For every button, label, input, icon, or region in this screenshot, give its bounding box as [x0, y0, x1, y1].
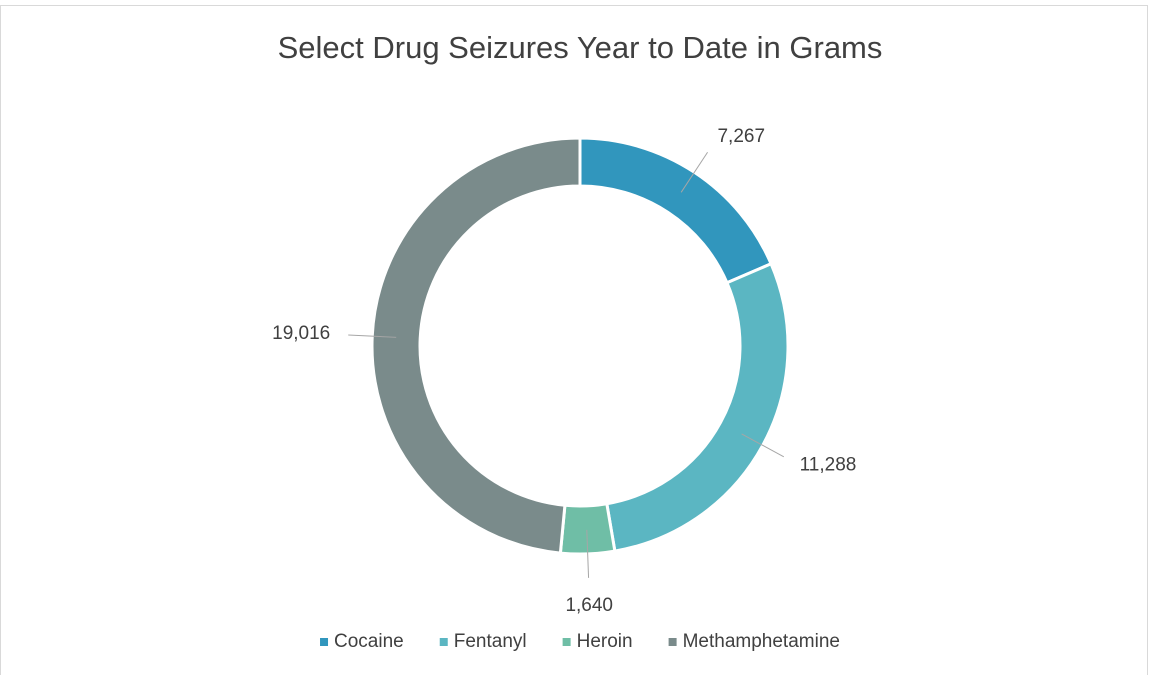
leader-line	[348, 334, 397, 338]
legend-label: Heroin	[577, 631, 633, 652]
legend-marker	[439, 638, 448, 646]
legend-marker	[320, 638, 329, 646]
leader-line	[586, 529, 590, 578]
chart-title: Select Drug Seizures Year to Date in Gra…	[278, 30, 883, 65]
legend-label: Methamphetamine	[683, 631, 840, 652]
leader-line	[741, 433, 785, 458]
leader-line	[680, 151, 708, 193]
data-label: 1,640	[565, 595, 613, 616]
donut-slice	[370, 136, 582, 555]
legend-label: Cocaine	[334, 631, 404, 652]
legend-marker	[562, 638, 571, 646]
data-label: 11,288	[800, 454, 857, 475]
data-label: 7,267	[717, 126, 765, 147]
data-label: 19,016	[272, 323, 330, 344]
legend-label: Fentanyl	[454, 631, 527, 652]
chart-frame	[0, 5, 1148, 675]
legend-marker	[668, 638, 677, 646]
